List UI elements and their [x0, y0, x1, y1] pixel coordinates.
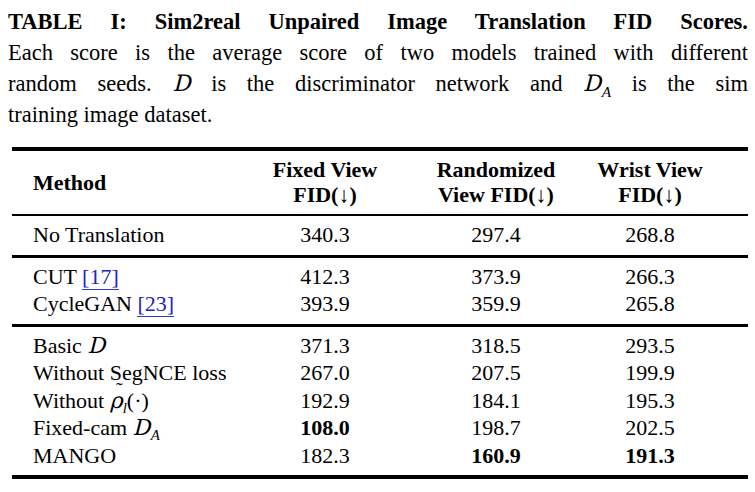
math-sub-A: A [151, 427, 160, 443]
fid-wrist-cell: 195.3 [578, 387, 748, 415]
column-header-method: Method [12, 149, 236, 215]
caption-line-3: random seeds. D is the discriminator net… [8, 68, 748, 100]
fid-wrist-cell: 202.5 [578, 414, 748, 442]
column-header-randomized-view: RandomizedView FID(↓) [414, 149, 578, 215]
fid-table: Method Fixed ViewFID(↓) RandomizedView F… [12, 147, 748, 479]
method-label: Fixed-cam [33, 415, 133, 440]
table-row-without-rho: Without ˜ρl(·) 192.9 184.1 195.3 [12, 387, 748, 415]
page: TABLE I: Sim2real Unpaired Image Transla… [0, 0, 755, 492]
fid-randomized-cell: 359.9 [414, 290, 578, 325]
math-D: D [87, 333, 105, 358]
fid-fixed-cell: 340.3 [236, 215, 414, 256]
method-cell: Without ˜ρl(·) [12, 387, 236, 415]
method-cell: No Translation [12, 215, 236, 256]
table-caption: TABLE I: Sim2real Unpaired Image Transla… [0, 0, 755, 130]
table-row-basic-d: Basic D 371.3 318.5 293.5 [12, 325, 748, 359]
column-header-wrist-view: Wrist ViewFID(↓) [578, 149, 748, 215]
header-line: View FID(↓) [438, 182, 554, 207]
fid-wrist-cell: 199.9 [578, 359, 748, 387]
method-label: Without [33, 388, 110, 413]
fid-randomized-cell: 207.5 [414, 359, 578, 387]
table-row-no-translation: No Translation 340.3 297.4 268.8 [12, 215, 748, 256]
citation-link-17[interactable]: [17] [82, 264, 119, 290]
fid-randomized-cell: 318.5 [414, 325, 578, 359]
math-sub-A: A [602, 83, 611, 100]
section-no-translation: No Translation 340.3 297.4 268.8 [12, 215, 748, 256]
fid-randomized-cell-best: 160.9 [414, 442, 578, 478]
fid-wrist-cell: 265.8 [578, 290, 748, 325]
header-line: Wrist View [597, 157, 702, 182]
caption-text: is the discriminator network and [190, 71, 583, 96]
method-label: CUT [33, 264, 82, 289]
tilde-accent: ˜ [116, 376, 123, 404]
method-cell: MANGO [12, 442, 236, 478]
table-row-fixed-cam: Fixed-cam DA 108.0 198.7 202.5 [12, 414, 748, 442]
header-row: Method Fixed ViewFID(↓) RandomizedView F… [12, 149, 748, 215]
method-cell: Basic D [12, 325, 236, 359]
fid-fixed-cell: 393.9 [236, 290, 414, 325]
math-discriminator-D: D [172, 70, 190, 96]
fid-fixed-cell: 192.9 [236, 387, 414, 415]
fid-wrist-cell: 268.8 [578, 215, 748, 256]
fid-fixed-cell-best: 108.0 [236, 414, 414, 442]
fid-wrist-cell: 266.3 [578, 256, 748, 290]
caption-title: TABLE I: Sim2real Unpaired Image Transla… [8, 7, 748, 38]
fid-randomized-cell: 184.1 [414, 387, 578, 415]
caption-line-4: training image dataset. [8, 100, 748, 131]
math-cal-D: D [133, 415, 151, 440]
math-rho-tilde: ˜ρ [110, 387, 123, 415]
header-line: Randomized [437, 157, 556, 182]
fid-fixed-cell: 267.0 [236, 359, 414, 387]
table-header: Method Fixed ViewFID(↓) RandomizedView F… [12, 149, 748, 215]
header-line: FID(↓) [293, 182, 357, 207]
fid-wrist-cell-best: 191.3 [578, 442, 748, 478]
table-row-cut: CUT [17] 412.3 373.9 266.3 [12, 256, 748, 290]
method-label: Basic [33, 333, 87, 358]
method-cell: Fixed-cam DA [12, 414, 236, 442]
header-line: Fixed View [273, 157, 378, 182]
citation-link-23[interactable]: [23] [137, 291, 174, 317]
caption-line-2: Each score is the average score of two m… [8, 38, 748, 69]
table-row-cyclegan: CycleGAN [23] 393.9 359.9 265.8 [12, 290, 748, 325]
fid-randomized-cell: 198.7 [414, 414, 578, 442]
caption-text: is the sim [611, 71, 748, 96]
fid-randomized-cell: 297.4 [414, 215, 578, 256]
math-dataset-cal-D: D [583, 70, 602, 96]
method-cell: CUT [17] [12, 256, 236, 290]
fid-fixed-cell: 371.3 [236, 325, 414, 359]
method-label: CycleGAN [33, 291, 137, 316]
section-ablations: Basic D 371.3 318.5 293.5 Without SegNCE… [12, 325, 748, 477]
section-baselines: CUT [17] 412.3 373.9 266.3 CycleGAN [23]… [12, 256, 748, 325]
fid-randomized-cell: 373.9 [414, 256, 578, 290]
fid-fixed-cell: 182.3 [236, 442, 414, 478]
caption-text: random seeds. [8, 71, 172, 96]
method-cell: CycleGAN [23] [12, 290, 236, 325]
column-header-fixed-view: Fixed ViewFID(↓) [236, 149, 414, 215]
table-row-mango: MANGO 182.3 160.9 191.3 [12, 442, 748, 478]
math-arg: (·) [127, 388, 149, 413]
method-cell: Without SegNCE loss [12, 359, 236, 387]
fid-wrist-cell: 293.5 [578, 325, 748, 359]
header-line: FID(↓) [618, 182, 682, 207]
fid-fixed-cell: 412.3 [236, 256, 414, 290]
